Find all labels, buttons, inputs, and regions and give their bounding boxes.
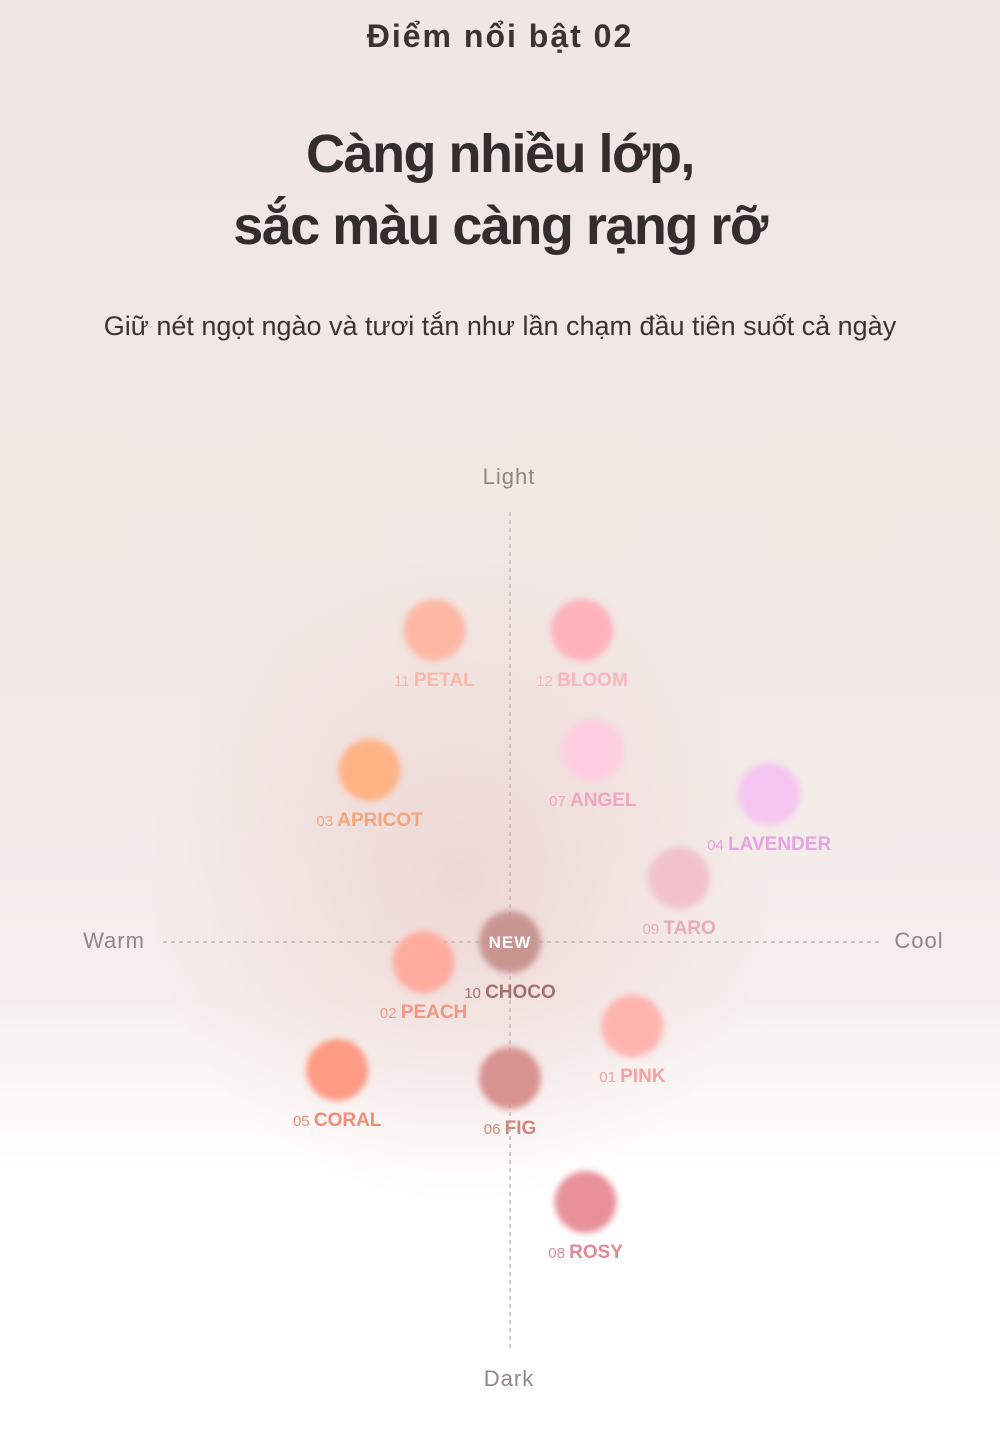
shade-label-taro: 09 TARO [643,918,716,939]
axis-label-warm: Warm [83,928,145,953]
shade-number: 05 [293,1113,314,1130]
shade-label-choco: 10 CHOCO [464,982,556,1003]
shade-dot-peach [392,931,455,993]
axis-label-cool: Cool [894,928,943,953]
shade-dot-fig [479,1047,541,1109]
shade-number: 10 [464,985,485,1002]
shade-number: 01 [599,1069,620,1086]
shade-name: BLOOM [557,670,628,691]
headline-line-1: Càng nhiều lớp, [306,124,695,184]
shade-name: TARO [663,918,715,939]
shade-label-lavender: 04 LAVENDER [707,834,831,855]
shade-number: 12 [536,673,557,690]
shade-label-coral: 05 CORAL [293,1110,382,1131]
shade-number: 04 [707,837,728,854]
shade-label-bloom: 12 BLOOM [536,670,628,691]
shade-name: LAVENDER [728,834,831,855]
shade-number: 09 [643,921,664,938]
shade-number: 02 [380,1005,401,1022]
new-badge: NEW [489,933,532,952]
shade-name: CHOCO [485,982,556,1003]
shade-name: PEACH [401,1002,468,1023]
shade-dot-taro [648,847,711,909]
shade-dot-choco [479,911,541,973]
shade-label-pink: 01 PINK [599,1066,666,1087]
highlight-eyebrow: Điểm nổi bật 02 [366,18,634,54]
shade-dot-coral [306,1039,369,1101]
shade-label-fig: 06 FIG [484,1118,537,1139]
headline-line-2: sắc màu càng rạng rỡ [233,196,768,256]
shade-label-rosy: 08 ROSY [548,1242,623,1263]
shade-name: FIG [505,1118,537,1139]
subtitle: Giữ nét ngọt ngào và tươi tắn như lần ch… [103,311,897,341]
shade-name: PINK [620,1066,666,1087]
shade-number: 08 [548,1245,569,1262]
shade-number: 07 [549,793,570,810]
shade-dot-pink [601,995,664,1057]
axis-label-light: Light [483,464,536,489]
shade-dot-bloom [551,599,613,661]
shade-name: APRICOT [337,810,423,831]
shade-dot-rosy [554,1171,617,1233]
shade-name: PETAL [414,670,475,691]
shade-label-petal: 11 PETAL [394,670,475,691]
shade-dot-apricot [338,739,401,801]
shade-name: CORAL [314,1110,382,1131]
axis-label-dark: Dark [484,1366,534,1391]
shade-number: 03 [316,813,337,830]
shade-number: 06 [484,1121,505,1138]
shade-label-peach: 02 PEACH [380,1002,467,1023]
shade-dot-angel [561,719,624,781]
shade-number: 11 [394,673,414,690]
shade-label-apricot: 03 APRICOT [316,810,423,831]
shade-dot-petal [403,599,466,661]
shade-name: ANGEL [570,790,637,811]
shade-label-angel: 07 ANGEL [549,790,637,811]
shade-dot-lavender [738,763,801,825]
shade-name: ROSY [569,1242,623,1263]
headline: Càng nhiều lớp, sắc màu càng rạng rỡ [0,118,1000,262]
